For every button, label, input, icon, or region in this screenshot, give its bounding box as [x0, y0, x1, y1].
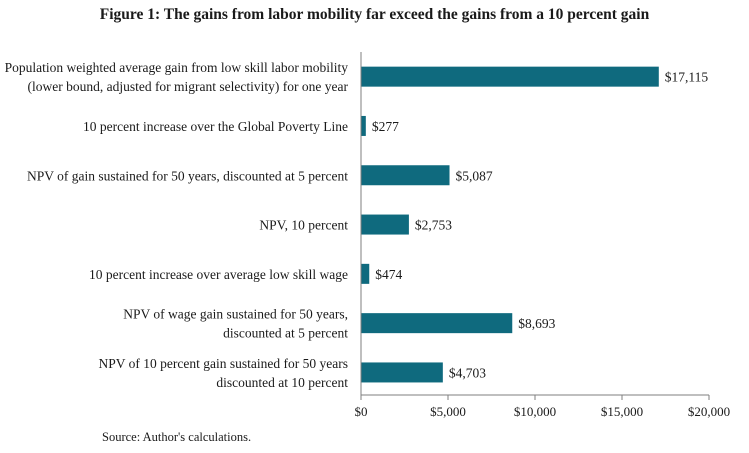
category-labels-group: Population weighted average gain from lo…	[5, 60, 349, 390]
category-label-1: 10 percent increase over the Global Pove…	[83, 119, 348, 134]
x-tick-label-0: $0	[355, 404, 368, 419]
x-tick-label-4: $20,000	[688, 404, 730, 419]
category-label-6: NPV of 10 percent gain sustained for 50 …	[99, 356, 349, 390]
value-label-6: $4,703	[449, 365, 486, 380]
x-tick-label-3: $15,000	[601, 404, 643, 419]
bars-group	[361, 66, 659, 383]
category-label-0: Population weighted average gain from lo…	[5, 60, 349, 94]
x-axis: $0 $5,000 $10,000 $15,000 $20,000	[355, 52, 730, 419]
x-tick-label-2: $10,000	[514, 404, 556, 419]
bar-3	[361, 214, 409, 235]
value-labels-group: $17,115 $277 $5,087 $2,753 $474 $8,693 $4,703	[372, 70, 709, 381]
bar-5	[361, 313, 513, 334]
bar-1	[361, 115, 366, 136]
category-label-2: NPV of gain sustained for 50 years, disc…	[27, 168, 348, 183]
value-label-3: $2,753	[415, 218, 452, 233]
chart-title: Figure 1: The gains from labor mobility …	[99, 6, 650, 23]
value-label-0: $17,115	[665, 70, 709, 85]
bar-chart: Population weighted average gain from lo…	[5, 52, 730, 419]
bar-2	[361, 165, 450, 186]
category-label-4: 10 percent increase over average low ski…	[89, 267, 348, 282]
value-label-4: $474	[375, 267, 402, 282]
bar-6	[361, 362, 443, 383]
category-label-5: NPV of wage gain sustained for 50 years,…	[123, 307, 348, 341]
source-note: Source: Author's calculations.	[102, 430, 252, 444]
value-label-5: $8,693	[518, 316, 555, 331]
value-label-2: $5,087	[456, 168, 493, 183]
category-label-3: NPV, 10 percent	[259, 218, 348, 233]
value-label-1: $277	[372, 119, 399, 134]
bar-4	[361, 263, 370, 284]
bar-0	[361, 66, 659, 87]
x-tick-label-1: $5,000	[430, 404, 466, 419]
